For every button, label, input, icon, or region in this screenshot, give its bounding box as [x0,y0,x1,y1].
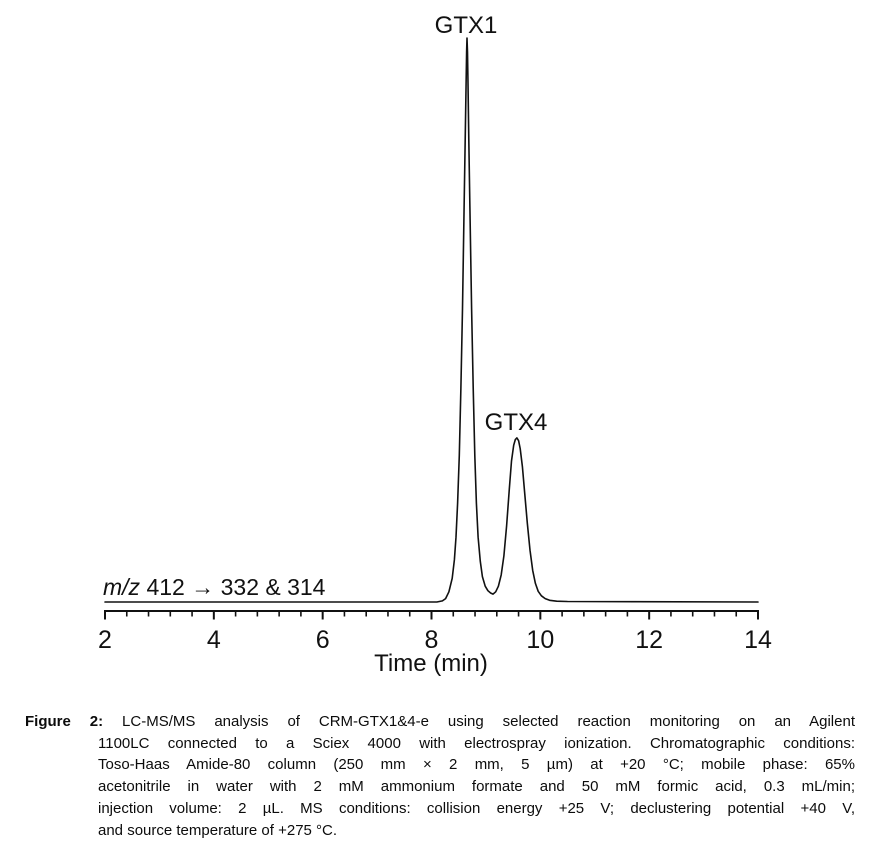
x-tick-label: 6 [316,626,330,654]
chromatogram-trace [104,37,759,603]
peak-label-gtx1: GTX1 [435,12,498,39]
chromatogram-plot: 2 4 6 8 10 12 14 Time (min) GTX1 GTX4 m/z 412 … [98,12,772,677]
x-tick-label: 12 [635,626,663,654]
caption-line: and source temperature of +275 °C. [98,821,338,839]
mz-transition-values: 412 → 332 & 314 [140,574,326,600]
x-tick-label: 2 [98,626,112,654]
peak-label-gtx4: GTX4 [485,409,548,436]
x-tick-label: 4 [207,626,221,654]
caption-line: Figure 2: LC-MS/MS analysis of CRM-GTX1&… [25,711,855,733]
x-axis-tick-labels: 2 4 6 8 10 12 14 [98,626,772,654]
caption-line: acetonitrile in water with 2 mM ammonium… [98,778,855,796]
x-tick-label: 14 [744,626,772,654]
x-tick-label: 8 [425,626,439,654]
mz-italic-label: m/z [103,574,141,600]
caption-line: injection volume: 2 µL. MS conditions: c… [98,799,855,817]
figure-label: Figure 2: [25,713,104,730]
x-tick-label: 10 [526,626,554,654]
x-axis-title: Time (min) [374,650,488,677]
caption-line: 1100LC connected to a Sciex 4000 with el… [98,734,855,752]
x-axis-ticks [104,611,759,620]
figure-caption: Figure 2: LC-MS/MS analysis of CRM-GTX1&… [25,711,855,841]
mrm-transition-annotation: m/z 412 → 332 & 314 [103,574,326,600]
caption-text: LC-MS/MS analysis of CRM-GTX1&4-e using … [122,713,855,730]
caption-line: Toso-Haas Amide-80 column (250 mm × 2 mm… [98,756,855,774]
